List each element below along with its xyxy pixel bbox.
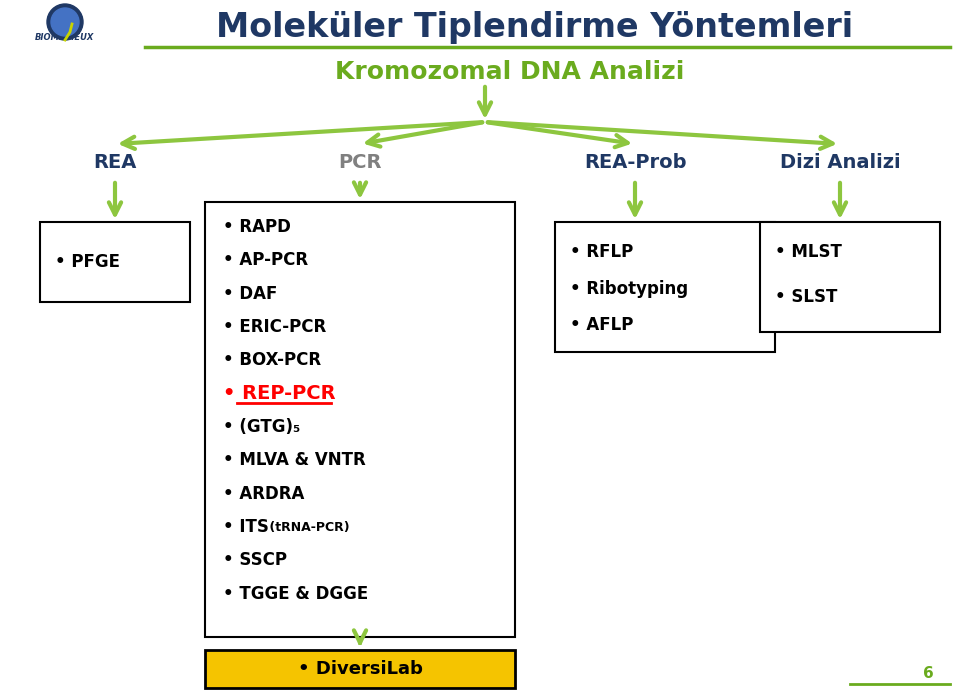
Text: • RAPD: • RAPD [223, 218, 291, 236]
Text: 6: 6 [923, 666, 933, 682]
Text: • TGGE & DGGE: • TGGE & DGGE [223, 585, 369, 603]
Text: • SLST: • SLST [775, 288, 837, 306]
Text: • RFLP: • RFLP [570, 243, 634, 261]
Text: Kromozomal DNA Analizi: Kromozomal DNA Analizi [335, 60, 684, 84]
Text: • SSCP: • SSCP [223, 552, 287, 570]
FancyBboxPatch shape [40, 222, 190, 302]
Text: REA: REA [93, 152, 136, 172]
Text: Dizi Analizi: Dizi Analizi [780, 152, 900, 172]
FancyBboxPatch shape [205, 650, 515, 688]
Circle shape [51, 8, 79, 36]
Text: • PFGE: • PFGE [55, 253, 120, 271]
Text: • ARDRA: • ARDRA [223, 484, 304, 502]
Text: • AP-PCR: • AP-PCR [223, 251, 308, 269]
Text: • REP-PCR: • REP-PCR [223, 384, 336, 403]
Text: • Ribotyping: • Ribotyping [570, 280, 688, 298]
Text: • AFLP: • AFLP [570, 316, 634, 334]
Text: (tRNA-PCR): (tRNA-PCR) [265, 520, 349, 534]
Text: • ITS: • ITS [223, 518, 269, 536]
Text: BIOMÉRIEUX: BIOMÉRIEUX [36, 33, 95, 42]
FancyBboxPatch shape [205, 202, 515, 637]
Text: • (GTG)₅: • (GTG)₅ [223, 418, 300, 436]
Text: PCR: PCR [338, 152, 382, 172]
Text: • BOX-PCR: • BOX-PCR [223, 352, 322, 370]
Text: REA-Prob: REA-Prob [584, 152, 686, 172]
Text: • MLVA & VNTR: • MLVA & VNTR [223, 451, 366, 469]
FancyBboxPatch shape [760, 222, 940, 332]
Text: • DiversiLab: • DiversiLab [298, 660, 422, 678]
Text: • DAF: • DAF [223, 284, 277, 302]
Text: Moleküler Tiplendirme Yöntemleri: Moleküler Tiplendirme Yöntemleri [216, 10, 853, 44]
FancyBboxPatch shape [555, 222, 775, 352]
Text: • MLST: • MLST [775, 243, 842, 261]
Text: • ERIC-PCR: • ERIC-PCR [223, 318, 326, 336]
Circle shape [47, 4, 83, 40]
